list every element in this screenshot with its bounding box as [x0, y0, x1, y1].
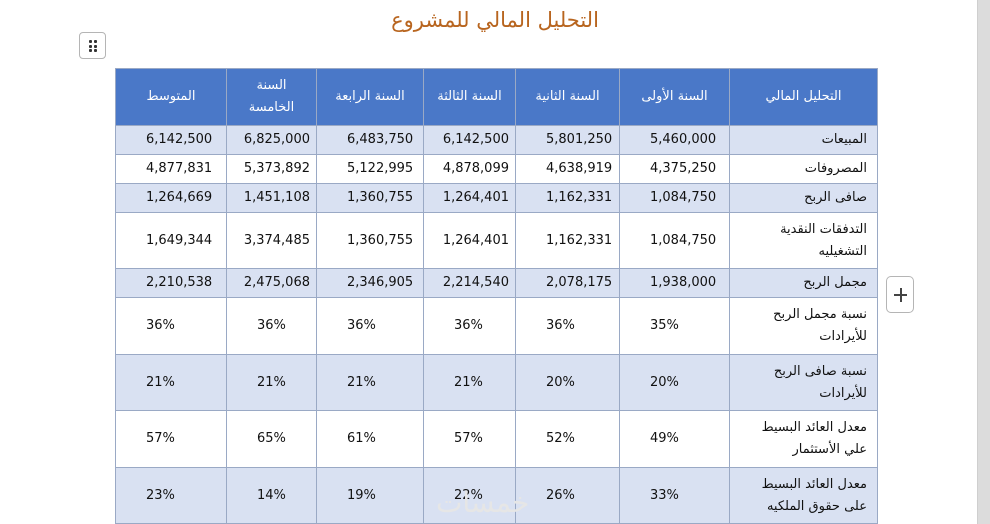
row-label: معدل العائد البسيط على حقوق الملكيه — [729, 467, 878, 524]
table-row: نسبة مجمل الربح للأيرادات 35% 36% 36% 36… — [115, 297, 878, 355]
table-cell: 2,475,068 — [226, 268, 317, 298]
table-cell: 57% — [115, 410, 227, 468]
table-cell: 5,460,000 — [619, 125, 730, 155]
table-cell: 21% — [316, 354, 424, 411]
column-header: السنة الثانية — [515, 68, 620, 126]
row-label: معدل العائد البسيط علي الأستثمار — [729, 410, 878, 468]
column-header: السنة الثالثة — [423, 68, 516, 126]
table-cell: 22% — [423, 467, 516, 524]
table-cell: 6,142,500 — [423, 125, 516, 155]
table-cell: 19% — [316, 467, 424, 524]
table-cell: 2,210,538 — [115, 268, 227, 298]
drag-handle-icon — [89, 40, 97, 52]
table-row: التدفقات النقدية التشغيليه 1,084,750 1,1… — [115, 212, 878, 269]
table-header-row: التحليل المالي السنة الأولى السنة الثاني… — [115, 68, 878, 126]
table-cell: 57% — [423, 410, 516, 468]
table-row: معدل العائد البسيط على حقوق الملكيه 33% … — [115, 467, 878, 524]
table-row: المصروفات 4,375,250 4,638,919 4,878,099 … — [115, 154, 878, 184]
table-cell: 23% — [115, 467, 227, 524]
table-cell: 33% — [619, 467, 730, 524]
table-cell: 21% — [115, 354, 227, 411]
table-cell: 21% — [226, 354, 317, 411]
table-cell: 36% — [515, 297, 620, 355]
table-cell: 1,360,755 — [316, 183, 424, 213]
table-cell: 2,214,540 — [423, 268, 516, 298]
table-cell: 14% — [226, 467, 317, 524]
row-label: نسبة صافى الربح للأيرادات — [729, 354, 878, 411]
table-cell: 1,264,669 — [115, 183, 227, 213]
table-row: مجمل الربح 1,938,000 2,078,175 2,214,540… — [115, 268, 878, 298]
table-cell: 6,142,500 — [115, 125, 227, 155]
table-cell: 1,264,401 — [423, 183, 516, 213]
row-label: المصروفات — [729, 154, 878, 184]
table-cell: 49% — [619, 410, 730, 468]
table-cell: 36% — [316, 297, 424, 355]
table-cell: 1,360,755 — [316, 212, 424, 269]
table-cell: 4,638,919 — [515, 154, 620, 184]
financial-analysis-table: التحليل المالي السنة الأولى السنة الثاني… — [115, 68, 878, 524]
table-cell: 5,801,250 — [515, 125, 620, 155]
column-header: السنة الخامسة — [226, 68, 317, 126]
table-cell: 35% — [619, 297, 730, 355]
table-cell: 6,825,000 — [226, 125, 317, 155]
table-cell: 52% — [515, 410, 620, 468]
row-label: التدفقات النقدية التشغيليه — [729, 212, 878, 269]
table-cell: 1,264,401 — [423, 212, 516, 269]
table-cell: 5,122,995 — [316, 154, 424, 184]
table-cell: 2,346,905 — [316, 268, 424, 298]
table-cell: 36% — [423, 297, 516, 355]
table-cell: 2,078,175 — [515, 268, 620, 298]
table-cell: 65% — [226, 410, 317, 468]
table-cell: 5,373,892 — [226, 154, 317, 184]
table-row: معدل العائد البسيط علي الأستثمار 49% 52%… — [115, 410, 878, 468]
table-row: صافى الربح 1,084,750 1,162,331 1,264,401… — [115, 183, 878, 213]
editor-right-margin — [977, 0, 990, 524]
row-label: صافى الربح — [729, 183, 878, 213]
row-label: مجمل الربح — [729, 268, 878, 298]
table-cell: 1,938,000 — [619, 268, 730, 298]
table-drag-handle[interactable] — [79, 32, 106, 59]
table-cell: 1,451,108 — [226, 183, 317, 213]
column-header: السنة الرابعة — [316, 68, 424, 126]
table-cell: 4,877,831 — [115, 154, 227, 184]
table-cell: 1,084,750 — [619, 183, 730, 213]
table-cell: 6,483,750 — [316, 125, 424, 155]
document-title: التحليل المالي للمشروع — [391, 8, 599, 32]
table-cell: 1,649,344 — [115, 212, 227, 269]
table-cell: 20% — [619, 354, 730, 411]
table-cell: 26% — [515, 467, 620, 524]
table-row: نسبة صافى الربح للأيرادات 20% 20% 21% 21… — [115, 354, 878, 411]
table-cell: 1,162,331 — [515, 212, 620, 269]
table-cell: 21% — [423, 354, 516, 411]
table-cell: 1,084,750 — [619, 212, 730, 269]
column-header: التحليل المالي — [729, 68, 878, 126]
table-cell: 3,374,485 — [226, 212, 317, 269]
table-cell: 20% — [515, 354, 620, 411]
add-column-button[interactable] — [886, 276, 914, 313]
table-cell: 4,878,099 — [423, 154, 516, 184]
watermark-logo: خمسات — [436, 486, 530, 519]
column-header: المتوسط — [115, 68, 227, 126]
row-label: نسبة مجمل الربح للأيرادات — [729, 297, 878, 355]
table-cell: 36% — [226, 297, 317, 355]
table-cell: 61% — [316, 410, 424, 468]
table-cell: 36% — [115, 297, 227, 355]
table-cell: 4,375,250 — [619, 154, 730, 184]
table-row: المبيعات 5,460,000 5,801,250 6,142,500 6… — [115, 125, 878, 155]
row-label: المبيعات — [729, 125, 878, 155]
table-cell: 1,162,331 — [515, 183, 620, 213]
column-header: السنة الأولى — [619, 68, 730, 126]
